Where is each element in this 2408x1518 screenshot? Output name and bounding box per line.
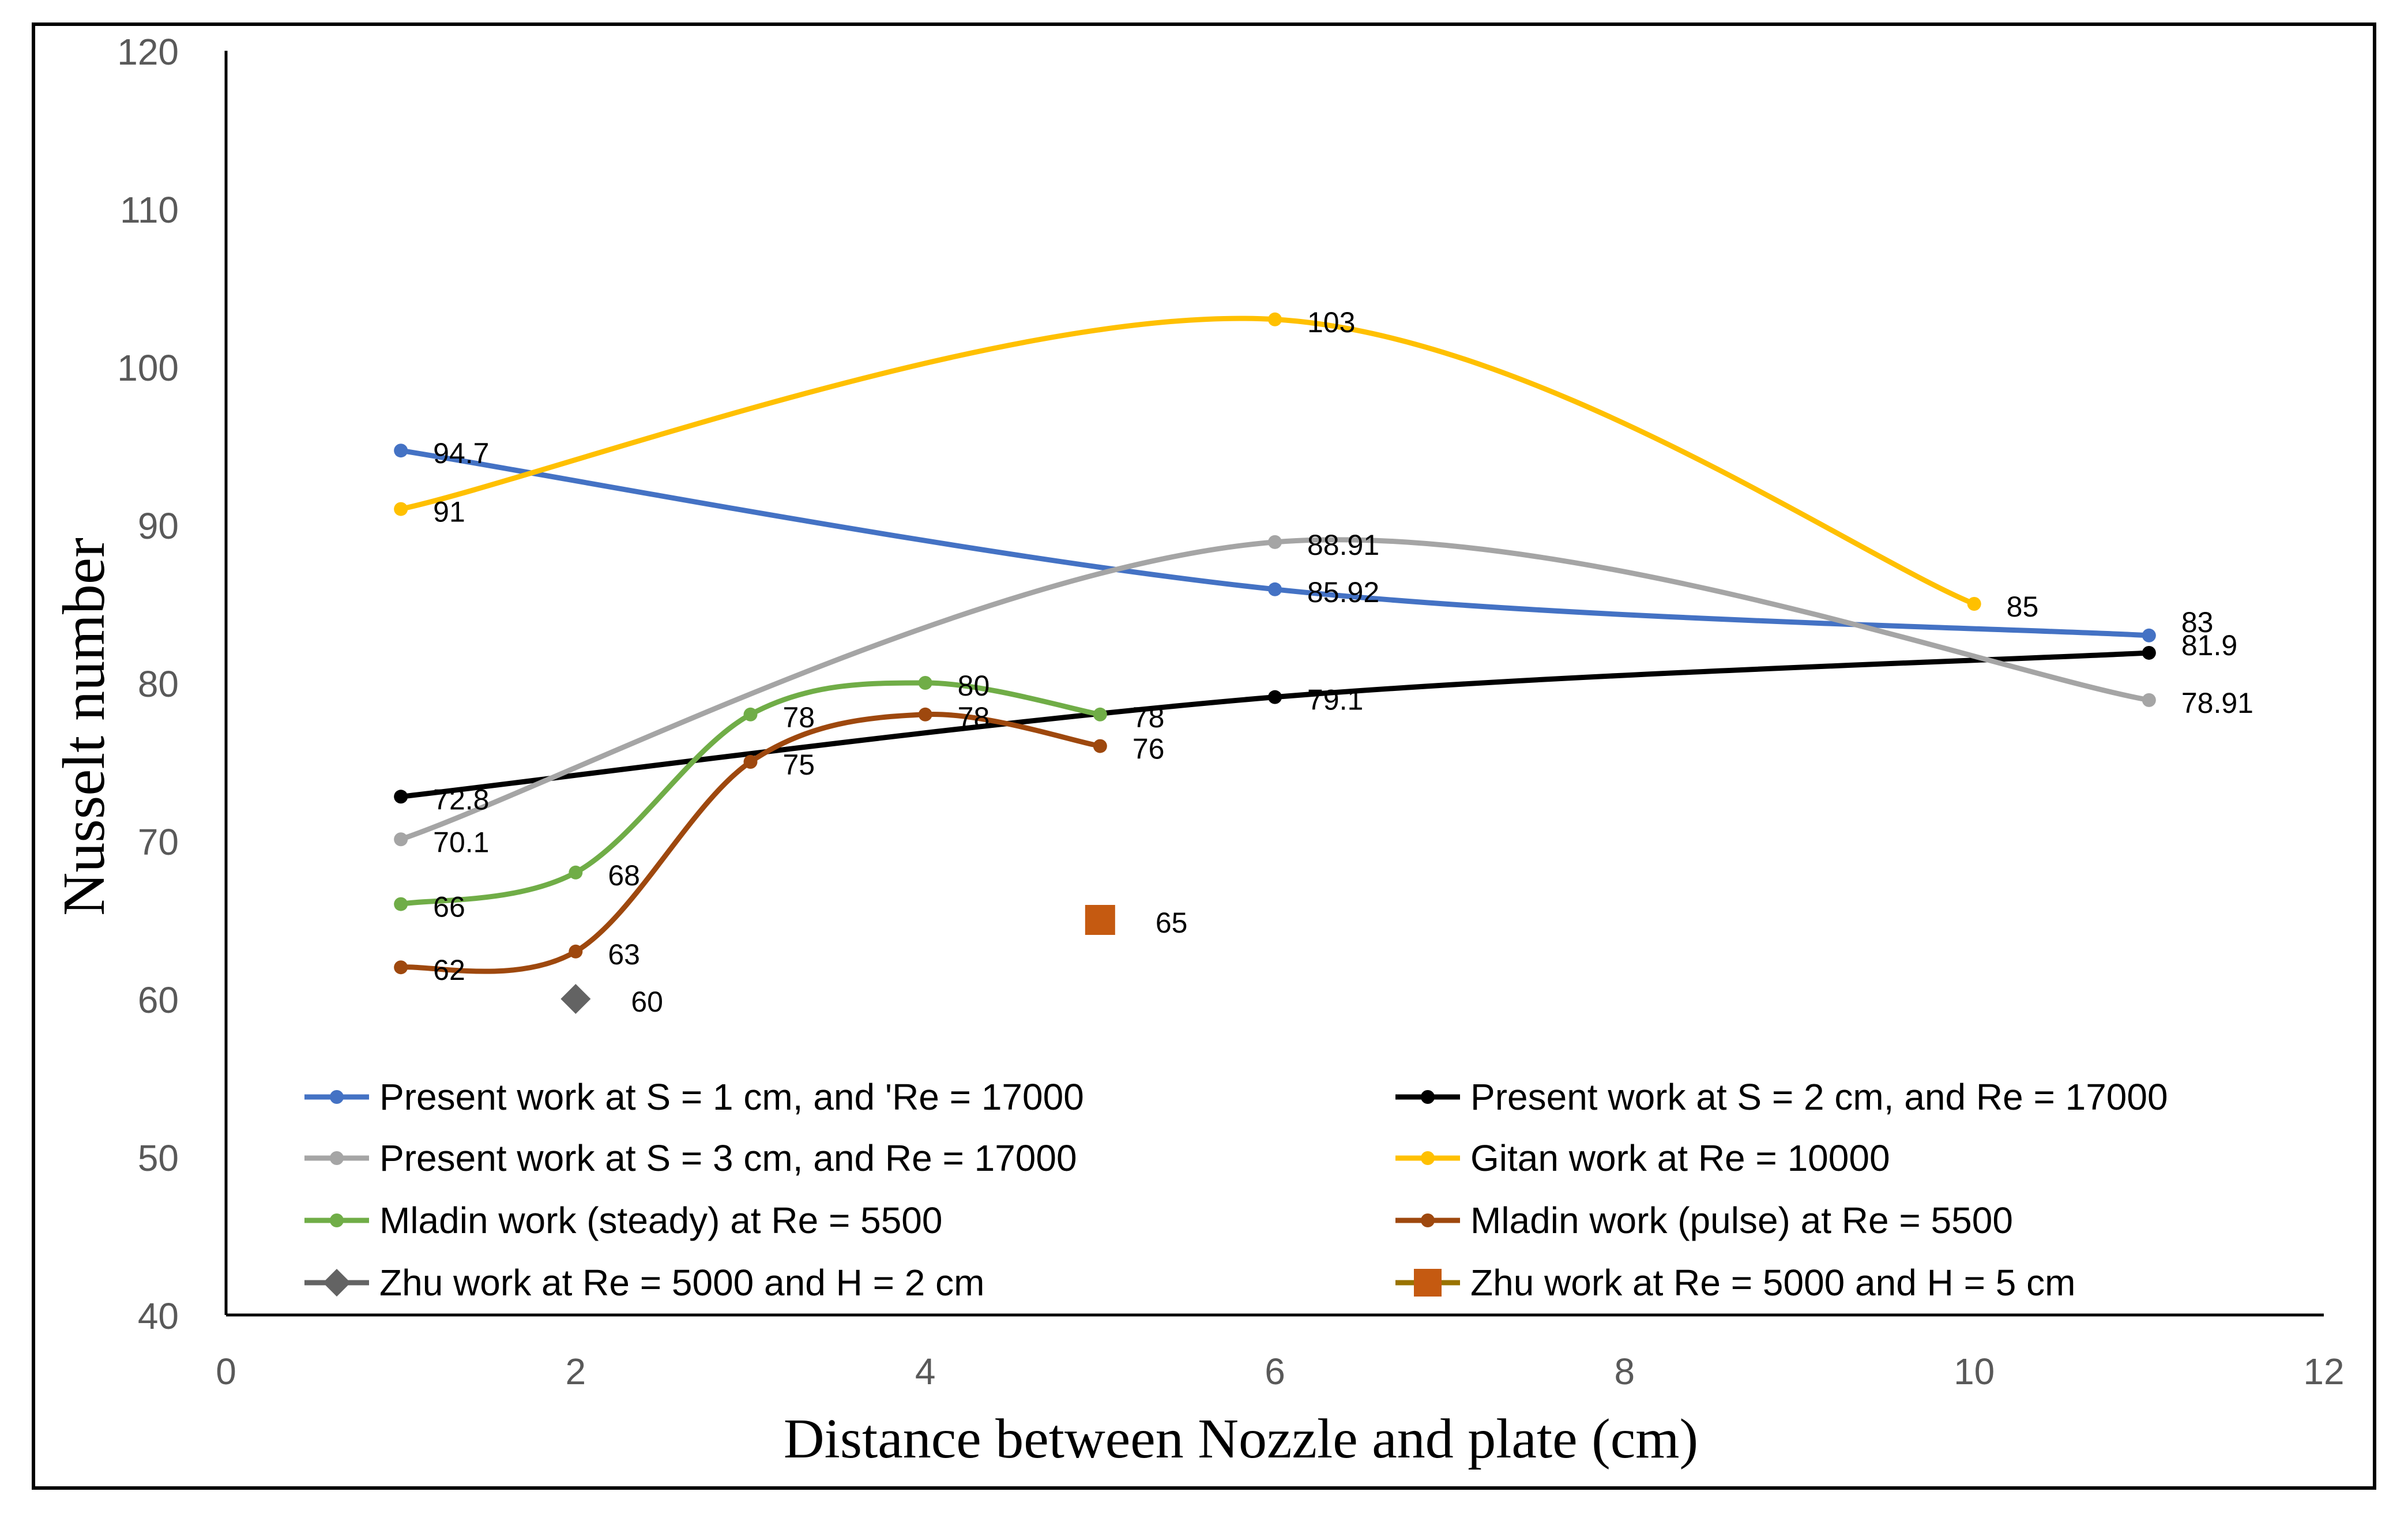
data-label-present-work-at-s-3-cm-and-re-17000: 88.91 <box>1307 529 1379 561</box>
x-axis-title: Distance between Nozzle and plate (cm) <box>784 1408 1698 1470</box>
data-label-present-work-at-s-2-cm-and-re-17000: 72.8 <box>433 783 489 816</box>
legend-marker-present-work-at-s-3-cm-and-re-17000 <box>330 1151 344 1165</box>
data-point-present-work-at-s-3-cm-and-re-17000 <box>1268 535 1282 549</box>
x-tick-label: 8 <box>1615 1351 1635 1392</box>
data-point-present-work-at-s-2-cm-and-re-17000 <box>394 790 408 804</box>
data-point-mladin-work-pulse-at-re-5500 <box>569 944 583 959</box>
data-label-gitan-work-at-re-10000: 91 <box>433 496 465 528</box>
legend-label-present-work-at-s-1-cm-and-re-17000: Present work at S = 1 cm, and 'Re = 1700… <box>379 1076 1084 1118</box>
y-tick-label: 70 <box>138 821 179 863</box>
legend-label-mladin-work-pulse-at-re-5500: Mladin work (pulse) at Re = 5500 <box>1470 1200 2013 1241</box>
legend-marker-mladin-work-steady-at-re-5500 <box>330 1213 344 1227</box>
y-tick-label: 80 <box>138 663 179 705</box>
y-tick-label: 40 <box>138 1295 179 1337</box>
data-point-present-work-at-s-2-cm-and-re-17000 <box>2142 645 2156 660</box>
data-label-mladin-work-pulse-at-re-5500: 62 <box>433 954 465 986</box>
x-tick-label: 2 <box>566 1351 586 1392</box>
series-line-gitan-work-at-re-10000 <box>398 315 1977 607</box>
legend-label-present-work-at-s-3-cm-and-re-17000: Present work at S = 3 cm, and Re = 17000 <box>379 1137 1077 1179</box>
data-point-mladin-work-pulse-at-re-5500 <box>743 755 758 769</box>
data-label-mladin-work-pulse-at-re-5500: 78 <box>958 701 990 734</box>
data-label-mladin-work-steady-at-re-5500: 78 <box>783 701 815 734</box>
legend-label-present-work-at-s-2-cm-and-re-17000: Present work at S = 2 cm, and Re = 17000 <box>1470 1076 2168 1118</box>
data-point-gitan-work-at-re-10000 <box>394 502 408 516</box>
data-point-zhu-work-at-re-5000-and-h-2-cm <box>560 984 591 1014</box>
legend-label-gitan-work-at-re-10000: Gitan work at Re = 10000 <box>1470 1137 1890 1179</box>
legend-marker-gitan-work-at-re-10000 <box>1421 1151 1435 1165</box>
data-point-present-work-at-s-1-cm-and-re-17000 <box>394 444 408 458</box>
data-label-present-work-at-s-3-cm-and-re-17000: 70.1 <box>433 826 489 858</box>
data-point-mladin-work-steady-at-re-5500 <box>918 676 932 690</box>
data-point-present-work-at-s-3-cm-and-re-17000 <box>394 832 408 847</box>
legend-marker-mladin-work-pulse-at-re-5500 <box>1421 1213 1435 1227</box>
data-label-mladin-work-pulse-at-re-5500: 75 <box>783 749 815 781</box>
data-label-mladin-work-steady-at-re-5500: 80 <box>958 670 990 702</box>
data-label-present-work-at-s-2-cm-and-re-17000: 79.1 <box>1307 684 1363 716</box>
legend-marker-zhu-work-at-re-5000-and-h-5-cm <box>1414 1269 1442 1297</box>
data-label-present-work-at-s-1-cm-and-re-17000: 94.7 <box>433 437 489 469</box>
data-point-present-work-at-s-3-cm-and-re-17000 <box>2142 693 2156 707</box>
data-label-present-work-at-s-3-cm-and-re-17000: 78.91 <box>2181 687 2253 719</box>
data-point-present-work-at-s-1-cm-and-re-17000 <box>2142 628 2156 642</box>
y-tick-label: 100 <box>117 347 179 389</box>
data-point-mladin-work-steady-at-re-5500 <box>743 707 758 722</box>
data-label-mladin-work-steady-at-re-5500: 66 <box>433 891 465 923</box>
data-point-mladin-work-steady-at-re-5500 <box>569 865 583 880</box>
data-label-mladin-work-pulse-at-re-5500: 63 <box>608 938 640 971</box>
x-tick-label: 10 <box>1954 1351 1995 1392</box>
data-point-mladin-work-pulse-at-re-5500 <box>1093 739 1107 753</box>
data-label-gitan-work-at-re-10000: 85 <box>2007 591 2039 623</box>
legend-label-mladin-work-steady-at-re-5500: Mladin work (steady) at Re = 5500 <box>379 1200 942 1241</box>
data-label-mladin-work-steady-at-re-5500: 78 <box>1132 701 1165 734</box>
x-tick-label: 12 <box>2303 1351 2344 1392</box>
data-point-zhu-work-at-re-5000-and-h-5-cm <box>1085 905 1115 935</box>
y-tick-label: 50 <box>138 1137 179 1179</box>
data-point-mladin-work-pulse-at-re-5500 <box>918 707 932 722</box>
x-tick-label: 4 <box>915 1351 936 1392</box>
figure-frame <box>32 22 2376 1490</box>
y-tick-label: 90 <box>138 505 179 547</box>
legend-label-zhu-work-at-re-5000-and-h-2-cm: Zhu work at Re = 5000 and H = 2 cm <box>379 1262 984 1303</box>
data-label-zhu-work-at-re-5000-and-h-2-cm: 60 <box>631 986 663 1018</box>
data-label-zhu-work-at-re-5000-and-h-5-cm: 65 <box>1156 907 1188 939</box>
legend-marker-present-work-at-s-1-cm-and-re-17000 <box>330 1090 344 1104</box>
data-point-gitan-work-at-re-10000 <box>1268 312 1282 326</box>
data-point-mladin-work-steady-at-re-5500 <box>1093 707 1107 722</box>
y-tick-label: 60 <box>138 979 179 1021</box>
data-label-mladin-work-pulse-at-re-5500: 76 <box>1132 733 1165 765</box>
data-label-gitan-work-at-re-10000: 103 <box>1307 306 1355 339</box>
data-point-mladin-work-pulse-at-re-5500 <box>394 960 408 975</box>
legend-label-zhu-work-at-re-5000-and-h-5-cm: Zhu work at Re = 5000 and H = 5 cm <box>1470 1262 2075 1303</box>
x-tick-label: 0 <box>216 1351 236 1392</box>
legend-marker-present-work-at-s-2-cm-and-re-17000 <box>1421 1090 1435 1104</box>
y-tick-label: 120 <box>117 31 179 73</box>
legend-marker-zhu-work-at-re-5000-and-h-2-cm <box>323 1269 351 1297</box>
y-tick-label: 110 <box>120 189 179 231</box>
data-label-mladin-work-steady-at-re-5500: 68 <box>608 859 640 892</box>
data-label-present-work-at-s-1-cm-and-re-17000: 85.92 <box>1307 576 1379 608</box>
data-label-present-work-at-s-1-cm-and-re-17000: 83 <box>2181 606 2214 638</box>
y-axis-title: Nusselt number <box>51 538 117 916</box>
data-point-mladin-work-steady-at-re-5500 <box>394 897 408 911</box>
data-point-present-work-at-s-1-cm-and-re-17000 <box>1268 582 1282 596</box>
data-label-present-work-at-s-2-cm-and-re-17000: 81.9 <box>2181 629 2237 662</box>
data-point-gitan-work-at-re-10000 <box>1967 597 1981 611</box>
x-tick-label: 6 <box>1265 1351 1285 1392</box>
data-point-present-work-at-s-2-cm-and-re-17000 <box>1268 690 1282 704</box>
